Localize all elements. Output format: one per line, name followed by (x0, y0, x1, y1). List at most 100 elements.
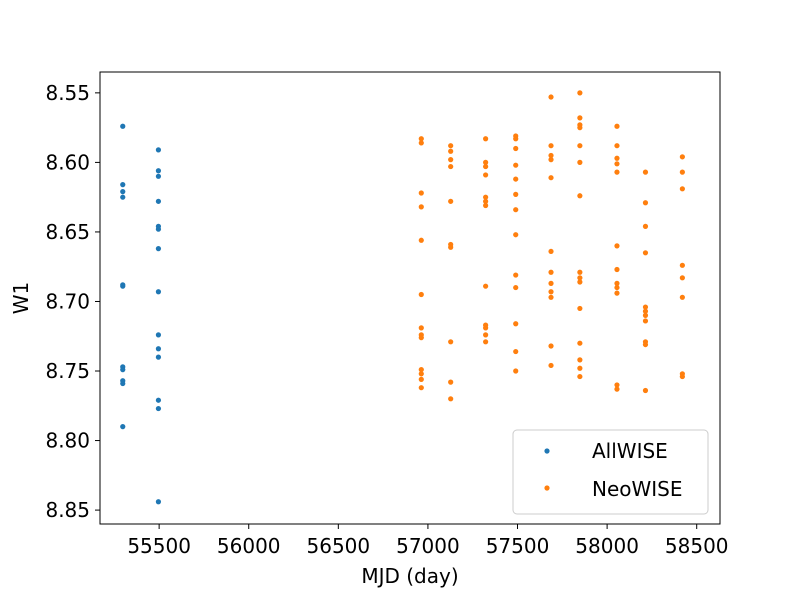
point-neowise-10 (418, 371, 424, 377)
data-points (120, 90, 685, 505)
point-allwise-23 (155, 405, 162, 412)
point-neowise-63 (577, 125, 583, 131)
y-tick-label-8.70: 8.70 (45, 289, 90, 313)
point-neowise-70 (577, 305, 583, 312)
point-neowise-33 (483, 332, 489, 338)
point-neowise-79 (614, 169, 620, 175)
point-allwise-17 (155, 246, 162, 252)
point-neowise-52 (548, 175, 554, 181)
point-neowise-58 (548, 343, 554, 349)
point-neowise-19 (448, 244, 454, 250)
point-neowise-80 (614, 243, 620, 249)
point-allwise-0 (120, 123, 126, 129)
point-neowise-100 (679, 186, 685, 192)
point-neowise-54 (548, 269, 554, 275)
point-neowise-74 (577, 373, 583, 380)
point-neowise-91 (642, 304, 649, 310)
point-neowise-53 (548, 248, 554, 255)
point-neowise-3 (418, 204, 424, 210)
legend-label-neowise: NeoWISE (592, 477, 683, 501)
point-allwise-1 (120, 182, 126, 188)
point-allwise-11 (155, 147, 162, 153)
point-allwise-22 (155, 397, 162, 403)
point-neowise-83 (614, 284, 620, 291)
legend-box (512, 429, 709, 515)
point-neowise-71 (577, 340, 583, 346)
point-neowise-22 (448, 396, 454, 402)
point-neowise-32 (483, 325, 489, 331)
point-neowise-68 (577, 275, 583, 281)
point-neowise-96 (642, 341, 649, 348)
x-tick-label-57500: 57500 (486, 534, 550, 558)
x-tick-label-55500: 55500 (127, 534, 191, 558)
point-allwise-20 (155, 346, 162, 352)
point-neowise-12 (418, 385, 424, 391)
point-neowise-102 (679, 275, 685, 281)
point-allwise-21 (155, 354, 162, 360)
point-neowise-49 (548, 143, 554, 149)
point-neowise-47 (513, 368, 519, 374)
point-neowise-89 (642, 223, 649, 229)
point-neowise-16 (448, 163, 454, 170)
point-neowise-1 (418, 140, 424, 146)
point-neowise-81 (614, 266, 620, 273)
point-neowise-4 (418, 237, 424, 243)
plot-frame (99, 71, 721, 525)
point-neowise-69 (577, 279, 583, 285)
point-neowise-8 (418, 335, 424, 341)
point-neowise-93 (642, 312, 649, 318)
point-neowise-94 (642, 318, 649, 324)
point-neowise-13 (448, 143, 454, 149)
point-neowise-56 (548, 289, 554, 295)
point-neowise-43 (513, 272, 519, 278)
point-neowise-27 (483, 194, 489, 200)
point-allwise-13 (155, 173, 162, 179)
point-neowise-92 (642, 308, 649, 314)
y-axis-label: W1 (9, 282, 33, 315)
point-neowise-29 (483, 202, 489, 209)
point-allwise-12 (155, 168, 162, 174)
point-neowise-66 (577, 193, 583, 199)
x-tick-label-57000: 57000 (396, 534, 460, 558)
point-neowise-36 (513, 136, 519, 142)
point-neowise-45 (513, 321, 519, 327)
point-neowise-15 (448, 157, 454, 163)
x-axis-label: MJD (day) (361, 564, 458, 588)
legend: AllWISE NeoWISE (512, 429, 709, 515)
point-neowise-61 (577, 115, 583, 121)
point-neowise-2 (418, 190, 424, 196)
point-neowise-26 (483, 172, 489, 178)
point-allwise-16 (155, 226, 162, 232)
point-neowise-17 (448, 198, 454, 204)
point-neowise-76 (614, 143, 620, 149)
point-neowise-78 (614, 161, 620, 167)
point-neowise-98 (679, 154, 685, 160)
point-neowise-42 (513, 232, 519, 238)
point-neowise-50 (548, 152, 554, 159)
point-neowise-46 (513, 348, 519, 355)
y-axis-ticks: 8.55 8.60 8.65 8.70 8.75 8.80 8.85 (45, 81, 100, 522)
point-neowise-51 (548, 157, 554, 163)
point-neowise-84 (614, 290, 620, 296)
point-neowise-21 (448, 379, 454, 385)
legend-label-allwise: AllWISE (592, 439, 668, 463)
point-neowise-73 (577, 365, 583, 371)
point-allwise-19 (155, 332, 162, 338)
x-tick-label-56000: 56000 (217, 534, 281, 558)
point-neowise-0 (418, 136, 424, 142)
point-neowise-25 (483, 163, 489, 170)
point-neowise-85 (614, 382, 620, 388)
point-allwise-14 (155, 198, 162, 204)
point-neowise-101 (679, 262, 685, 268)
point-neowise-60 (577, 90, 583, 96)
point-allwise-5 (120, 283, 126, 289)
point-allwise-9 (120, 380, 126, 387)
point-neowise-28 (483, 198, 489, 204)
point-neowise-30 (483, 283, 489, 289)
point-neowise-82 (614, 280, 620, 286)
point-neowise-64 (577, 143, 583, 149)
point-neowise-5 (418, 291, 424, 298)
point-neowise-44 (513, 284, 519, 291)
y-tick-label-8.55: 8.55 (45, 81, 90, 105)
